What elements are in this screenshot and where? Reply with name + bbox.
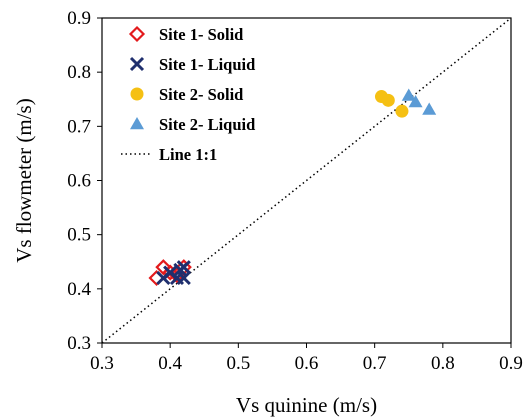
x-tick-label: 0.4 [158, 353, 182, 374]
y-axis-label: Vs flowmeter (m/s) [12, 98, 36, 262]
x-tick-label: 0.9 [499, 353, 523, 374]
legend-item: Site 2- Liquid [130, 115, 255, 134]
data-point [408, 94, 423, 108]
legend-label: Site 2- Solid [159, 85, 243, 104]
data-point [176, 270, 191, 286]
legend-item: Site 2- Solid [130, 85, 243, 104]
legend-item: Line 1:1 [121, 145, 217, 164]
legend-marker [130, 87, 144, 101]
x-tick-label: 0.6 [295, 353, 319, 374]
data-point [176, 260, 191, 275]
y-tick-label: 0.9 [67, 8, 91, 29]
legend-item: Site 1- Solid [128, 25, 243, 44]
legend-label: Site 1- Liquid [159, 55, 255, 74]
data-point-stroke-b [176, 260, 191, 275]
legend-marker [128, 25, 146, 43]
legend-item: Site 1- Liquid [129, 55, 255, 74]
x-tick-label: 0.7 [363, 353, 387, 374]
reference-line [101, 17, 512, 344]
y-tick-label: 0.8 [67, 62, 91, 83]
legend-label: Site 1- Solid [159, 25, 243, 44]
x-tick-label: 0.8 [431, 353, 455, 374]
data-point-stroke-b [163, 265, 178, 280]
data-point [148, 269, 165, 287]
data-point-stroke-b [176, 270, 191, 286]
y-tick-label: 0.6 [67, 171, 91, 192]
y-tick-label: 0.4 [67, 279, 91, 300]
tick-labels-layer: 0.3 0.4 0.5 0.6 0.7 0.8 0.9 0.3 0.4 0.5 0.6 0.7 0.8 0… [67, 8, 523, 374]
y-tick-label: 0.3 [67, 333, 91, 354]
y-tick-label: 0.7 [67, 116, 91, 137]
reference-line-layer [101, 17, 512, 344]
legend: Site 1- Solid Site 1- Liquid Site 2- Solid… [121, 25, 255, 164]
legend-marker-stroke-b [129, 56, 145, 72]
x-axis-label: Vs quinine (m/s) [236, 393, 377, 417]
data-point [422, 102, 437, 115]
x-tick-label: 0.5 [226, 353, 250, 374]
legend-label: Site 2- Liquid [159, 115, 255, 134]
y-tick-label: 0.5 [67, 225, 91, 246]
data-points-layer [148, 88, 437, 287]
data-point [381, 93, 395, 107]
legend-marker [130, 117, 144, 130]
data-point [401, 88, 416, 101]
legend-marker [129, 56, 145, 72]
legend-label: Line 1:1 [159, 145, 217, 164]
x-tick-label: 0.3 [90, 353, 114, 374]
data-point [395, 104, 409, 118]
